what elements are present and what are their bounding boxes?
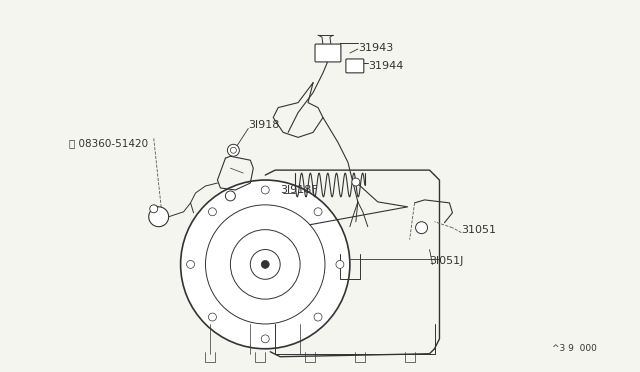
- Text: 3l918F: 3l918F: [280, 185, 318, 195]
- Circle shape: [187, 260, 195, 268]
- Circle shape: [205, 205, 325, 324]
- Text: ^3 9  000: ^3 9 000: [552, 344, 597, 353]
- Circle shape: [314, 208, 322, 216]
- Circle shape: [148, 207, 169, 227]
- Text: 3l051J: 3l051J: [429, 256, 464, 266]
- Circle shape: [261, 186, 269, 194]
- Text: Ⓢ 08360-51420: Ⓢ 08360-51420: [69, 138, 148, 148]
- Text: 31944: 31944: [368, 61, 403, 71]
- Text: 3l918: 3l918: [248, 121, 280, 131]
- Circle shape: [336, 260, 344, 268]
- Text: 31051: 31051: [461, 225, 497, 235]
- Circle shape: [314, 313, 322, 321]
- Circle shape: [225, 191, 236, 201]
- FancyBboxPatch shape: [315, 44, 341, 62]
- Circle shape: [352, 178, 360, 186]
- Circle shape: [230, 230, 300, 299]
- Circle shape: [230, 147, 236, 153]
- Circle shape: [209, 208, 216, 216]
- Circle shape: [150, 205, 157, 213]
- Circle shape: [227, 144, 239, 156]
- Circle shape: [261, 260, 269, 268]
- Circle shape: [180, 180, 350, 349]
- Circle shape: [250, 250, 280, 279]
- Circle shape: [261, 335, 269, 343]
- Circle shape: [209, 313, 216, 321]
- FancyBboxPatch shape: [346, 59, 364, 73]
- Circle shape: [415, 222, 428, 234]
- Text: 31943: 31943: [358, 43, 393, 53]
